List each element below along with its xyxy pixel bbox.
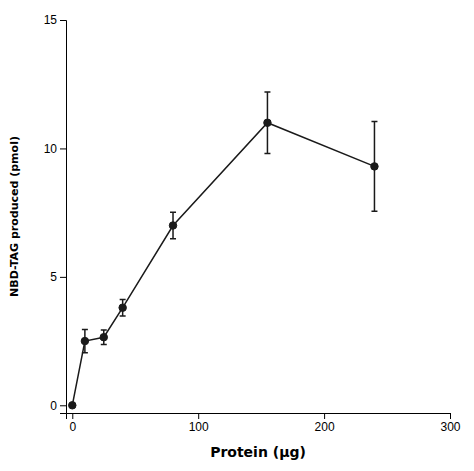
y-tick-label: 5	[50, 270, 57, 284]
x-axis-line	[67, 414, 451, 420]
point	[169, 222, 176, 229]
error-bar	[371, 121, 377, 211]
y-tick-mark	[60, 277, 66, 278]
x-tick-label: 100	[189, 420, 209, 434]
error-bar	[82, 330, 88, 353]
plot: 0 100 200 300 0 5 10 15	[44, 13, 461, 433]
error-bar	[120, 299, 126, 315]
y-axis-title: NBD-TAG produced (pmol)	[8, 136, 21, 297]
x-tick-mark	[72, 413, 73, 419]
y-tick-mark	[60, 20, 66, 21]
y-tick-mark	[60, 148, 66, 149]
x-axis: 0 100 200 300	[67, 413, 461, 434]
point	[100, 333, 107, 340]
point	[81, 337, 88, 344]
x-tick: 0	[69, 413, 76, 434]
x-tick-label: 200	[315, 420, 335, 434]
y-axis-line	[60, 21, 67, 414]
chart: 0 100 200 300 0 5 10 15 Protein (μg) NBD-TAG prod…	[0, 0, 474, 471]
x-tick: 300	[440, 413, 460, 434]
y-tick-mark	[60, 405, 66, 406]
x-axis-title: Protein (μg)	[210, 444, 306, 460]
x-tick-label: 300	[440, 420, 460, 434]
x-tick: 100	[189, 413, 209, 434]
y-tick: 10	[44, 142, 66, 156]
point	[69, 402, 76, 409]
x-tick: 200	[315, 413, 335, 434]
error-bar	[101, 330, 107, 344]
y-tick-label: 0	[50, 399, 57, 413]
y-tick-label: 15	[44, 13, 58, 27]
x-tick-mark	[198, 413, 199, 419]
point	[371, 163, 378, 170]
point	[264, 119, 271, 126]
x-tick-label: 0	[69, 420, 76, 434]
y-tick-label: 10	[44, 142, 58, 156]
y-tick: 15	[44, 13, 66, 27]
y-tick: 0	[50, 399, 66, 413]
error-bar	[170, 212, 176, 239]
point	[119, 304, 126, 311]
y-tick: 5	[50, 270, 66, 284]
error-bar	[264, 92, 270, 154]
marks	[69, 92, 379, 409]
x-tick-mark	[324, 413, 325, 419]
x-tick-mark	[450, 413, 451, 419]
y-axis: 0 5 10 15	[44, 13, 67, 413]
line	[72, 123, 374, 406]
